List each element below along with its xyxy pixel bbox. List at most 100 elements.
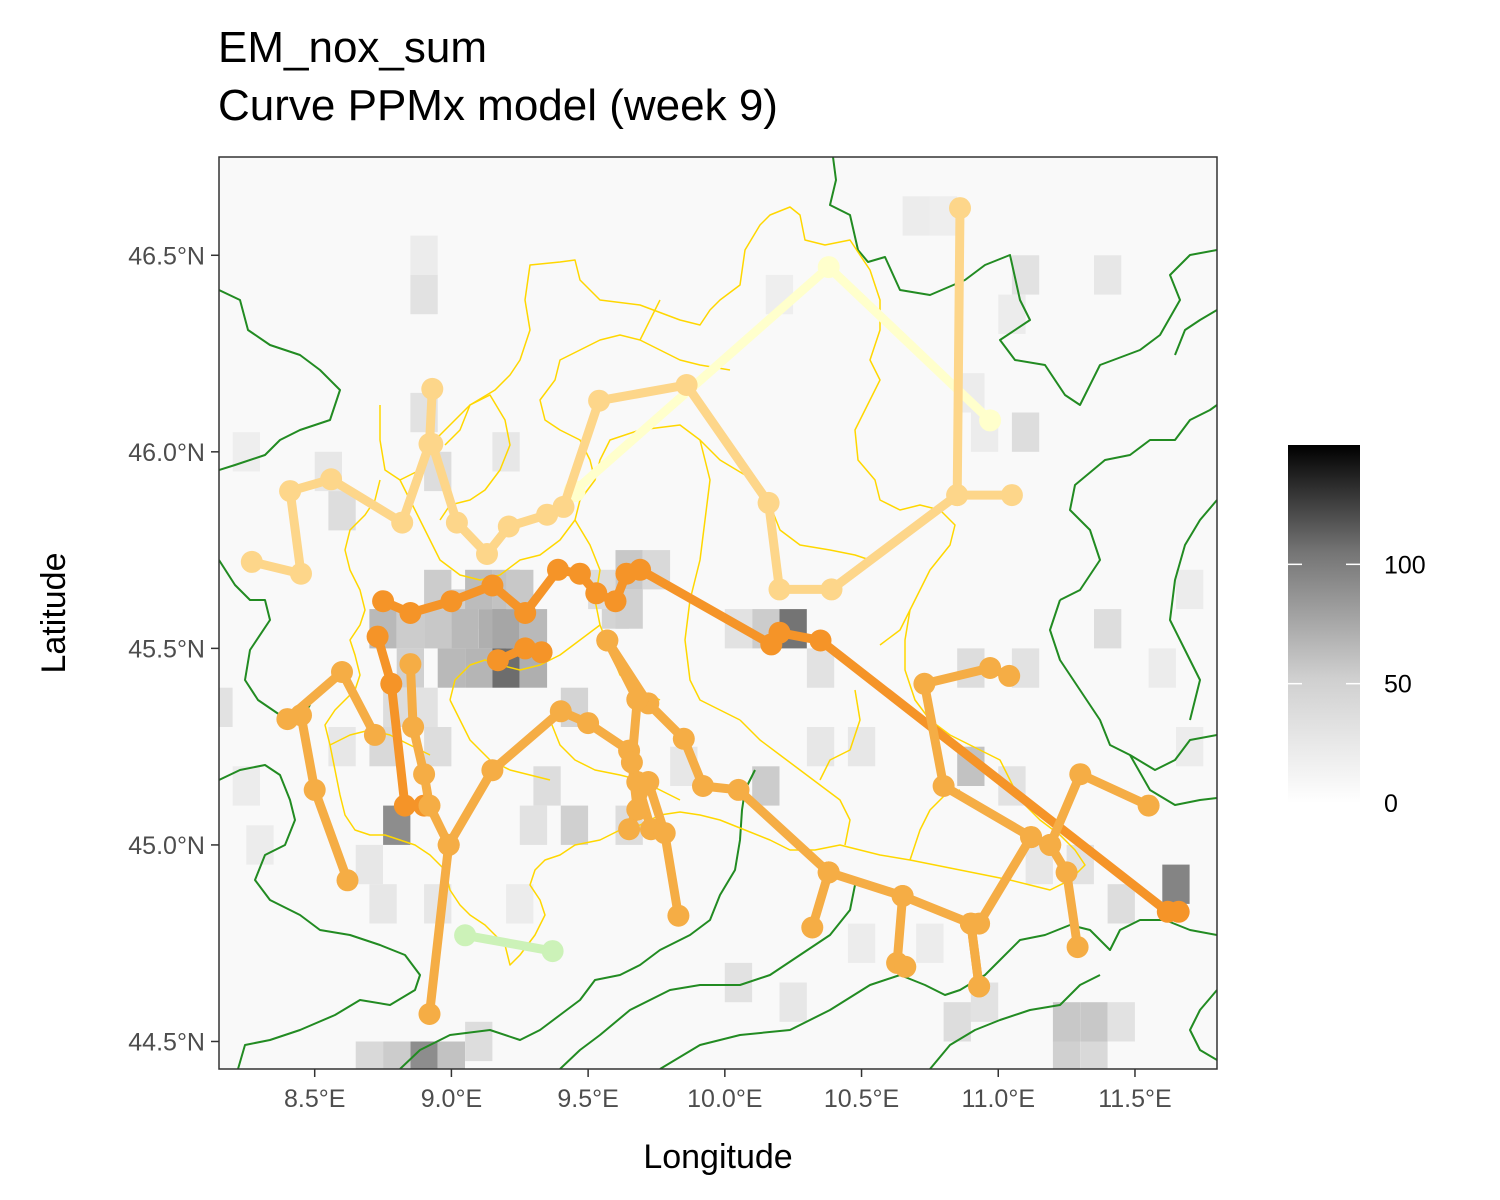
- raster-cell: [847, 923, 876, 963]
- y-axis: 44.5°N 45.0°N 45.5°N 46.0°N 46.5°N: [128, 242, 219, 1056]
- legend-colorbar: [1288, 445, 1360, 803]
- region-boundary-east-3: [1049, 599, 1217, 771]
- curve-layer: [240, 197, 1190, 1025]
- y-axis-title: Latitude: [35, 553, 73, 674]
- curve-point: [530, 641, 553, 664]
- curve-series: [886, 885, 917, 978]
- curve-point: [588, 389, 611, 412]
- x-tick-label: 9.5°E: [557, 1085, 618, 1113]
- raster-cell: [1052, 1002, 1081, 1042]
- region-boundary-south-east: [559, 884, 856, 1069]
- raster-cell: [1148, 648, 1176, 688]
- x-tick-label: 8.5°E: [284, 1085, 345, 1113]
- curve-point: [626, 798, 649, 821]
- province-boundary-8: [449, 624, 601, 701]
- curve-point: [1020, 826, 1043, 849]
- region-boundary-south: [399, 769, 756, 1069]
- raster-cell: [1176, 727, 1204, 767]
- raster-cell: [355, 844, 383, 885]
- y-tick-label: 46.0°N: [128, 439, 205, 467]
- curve-point: [998, 664, 1021, 687]
- curve-point: [891, 885, 914, 907]
- region-boundary-west: [219, 289, 341, 471]
- curve-point: [672, 727, 695, 750]
- curve-point: [421, 377, 444, 400]
- curve-point: [399, 602, 422, 624]
- curve-point: [577, 712, 600, 735]
- curve-point: [968, 975, 991, 998]
- region-boundary-north: [829, 157, 1217, 406]
- curve-series: [276, 661, 386, 892]
- raster-cell: [1080, 1041, 1108, 1069]
- y-tick-label: 45.0°N: [128, 832, 205, 860]
- curve-point: [727, 778, 750, 801]
- raster-cell: [533, 766, 561, 806]
- curve-point: [336, 869, 359, 892]
- curve-point: [514, 637, 537, 660]
- raster-cell: [1011, 412, 1040, 452]
- curve-point: [968, 912, 991, 935]
- curve-series: [454, 924, 564, 963]
- raster-cell: [465, 1021, 493, 1062]
- curve-point: [801, 916, 824, 939]
- raster-cell: [246, 825, 274, 865]
- region-boundaries: [219, 157, 1217, 1069]
- curve-point: [303, 778, 326, 801]
- raster-cell: [355, 1041, 383, 1069]
- curve-point: [320, 468, 343, 491]
- curve-point: [568, 562, 591, 585]
- curve-point: [391, 511, 414, 534]
- raster-cell: [465, 648, 493, 688]
- curve-point: [817, 861, 840, 884]
- curve-series: [372, 558, 1190, 923]
- raster-cell: [1162, 864, 1190, 904]
- curve-point: [399, 653, 422, 676]
- region-boundary-southwest: [219, 764, 421, 1069]
- legend-tick-label: 0: [1384, 790, 1398, 818]
- curve-point: [541, 940, 564, 963]
- raster-cell: [506, 884, 534, 924]
- curve-point: [366, 625, 389, 648]
- curve-series: [913, 657, 1043, 849]
- province-boundary-16: [639, 299, 661, 341]
- curve-line: [460, 930, 558, 956]
- curve-point: [1069, 763, 1092, 786]
- curve-point: [585, 582, 608, 605]
- curve-point: [637, 771, 660, 793]
- curve-point: [618, 818, 641, 841]
- curve-point: [536, 503, 559, 526]
- province-boundary-2: [539, 334, 731, 481]
- raster-cell: [492, 432, 520, 472]
- curve-point: [514, 602, 537, 624]
- x-axis: 8.5°E 9.0°E 9.5°E 10.0°E 10.5°E 11.0°E 11.5°E: [284, 1069, 1172, 1113]
- curve-point: [276, 708, 299, 731]
- raster-cell: [424, 727, 452, 767]
- raster-cell: [232, 432, 260, 472]
- raster-cell: [410, 235, 438, 275]
- curve-point: [894, 955, 917, 978]
- x-tick-label: 10.0°E: [687, 1085, 762, 1113]
- curve-series: [946, 484, 1023, 507]
- raster-cell: [1107, 1002, 1135, 1042]
- curve-point: [440, 590, 463, 613]
- raster-cell: [519, 805, 548, 845]
- x-tick-label: 11.5°E: [1098, 1085, 1171, 1113]
- curve-point: [1137, 794, 1160, 817]
- region-boundary-east-5: [1169, 499, 1217, 721]
- curve-point: [913, 672, 936, 695]
- legend-ticks: 0 50 100: [1288, 551, 1426, 818]
- curve-point: [768, 621, 791, 644]
- raster-cell: [560, 805, 589, 845]
- raster-cell: [1080, 1002, 1108, 1042]
- raster-cell: [847, 727, 876, 767]
- province-boundary-10: [819, 689, 861, 781]
- raster-cell: [369, 884, 397, 924]
- curve-point: [445, 511, 468, 534]
- curve-point: [1066, 936, 1089, 959]
- raster-cell: [998, 294, 1026, 334]
- raster-cell: [437, 1041, 465, 1069]
- curve-point: [290, 562, 312, 585]
- curve-point: [653, 822, 676, 845]
- curve-point: [820, 578, 843, 601]
